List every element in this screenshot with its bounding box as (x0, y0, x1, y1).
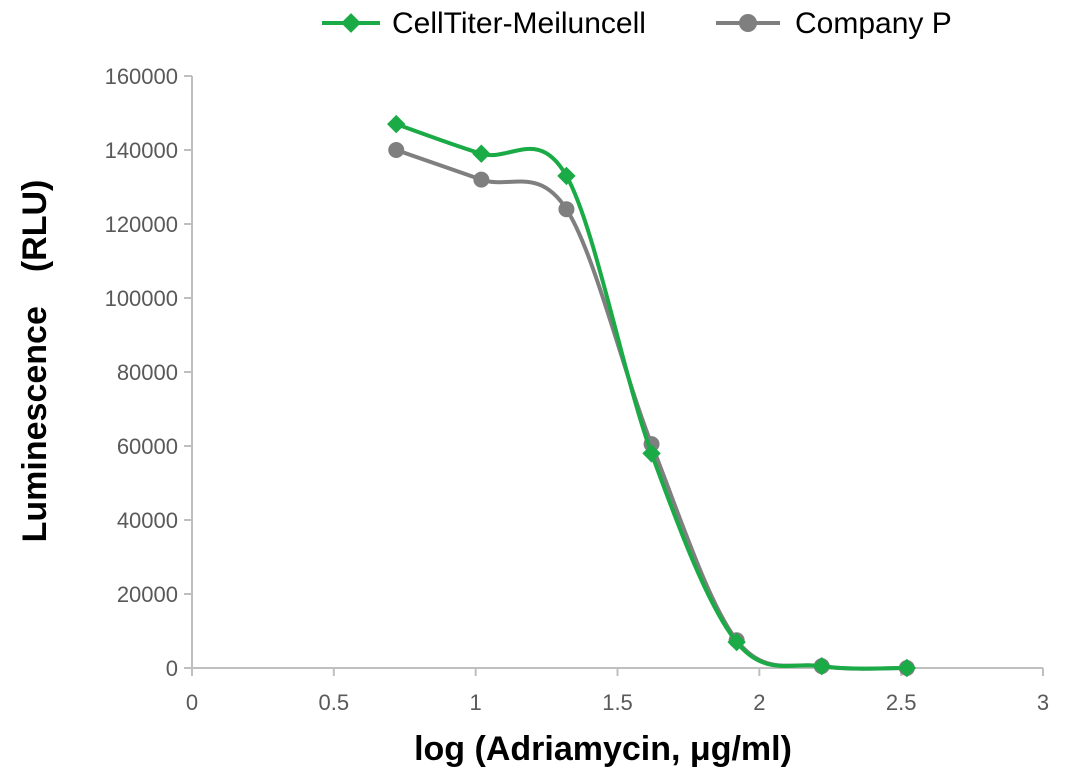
data-point-company-p (473, 171, 490, 188)
x-tick-label: 2.5 (886, 690, 917, 715)
series-layer (387, 114, 917, 678)
y-tick-label: 120000 (105, 212, 178, 237)
x-tick-label: 3 (1037, 690, 1049, 715)
series-line-celltiter (395, 122, 907, 671)
x-tick-label: 1.5 (602, 690, 633, 715)
data-point-company-p (558, 201, 575, 218)
legend-label-company-p: Company P (795, 7, 952, 40)
x-tick-labels: 0 0.5 1 1.5 2 2.5 3 (186, 668, 1049, 715)
y-tick-label: 140000 (105, 138, 178, 163)
y-tick-label: 40000 (117, 508, 178, 533)
data-point-celltiter (642, 444, 661, 463)
x-axis-title: log (Adriamycin, μg/ml) (414, 730, 792, 768)
data-point-celltiter (897, 658, 917, 678)
data-point-celltiter (812, 656, 831, 676)
x-axis: 0 0.5 1 1.5 2 2.5 3 (186, 667, 1049, 715)
y-tick-label: 60000 (117, 434, 178, 459)
data-point-celltiter (557, 166, 576, 186)
data-point-company-p (388, 142, 405, 158)
y-axis-title: Luminescence (RLU) (16, 180, 54, 543)
y-axis: 0 20000 40000 60000 80000 100000 120000 140000 1… (105, 64, 193, 681)
y-tick-label: 100000 (105, 286, 178, 311)
data-point-celltiter (387, 114, 406, 134)
x-tick-label: 1 (470, 690, 482, 715)
legend: CellTiter-Meiluncell Company P (322, 7, 952, 40)
x-tick-label: 2 (753, 690, 765, 715)
x-tick-label: 0.5 (319, 690, 350, 715)
data-point-celltiter (727, 632, 746, 652)
y-tick-label: 160000 (105, 64, 178, 89)
series-line-company-p (395, 148, 907, 671)
y-tick-label: 0 (166, 656, 178, 681)
data-point-celltiter (472, 144, 491, 163)
legend-marker-company-p (739, 14, 757, 32)
x-tick-label: 0 (186, 690, 198, 715)
legend-marker-celltiter (341, 13, 361, 33)
legend-label-celltiter: CellTiter-Meiluncell (392, 7, 646, 40)
y-tick-label: 20000 (117, 582, 178, 607)
y-tick-labels: 0 20000 40000 60000 80000 100000 120000 140000 1… (105, 64, 192, 681)
y-tick-label: 80000 (117, 360, 178, 385)
